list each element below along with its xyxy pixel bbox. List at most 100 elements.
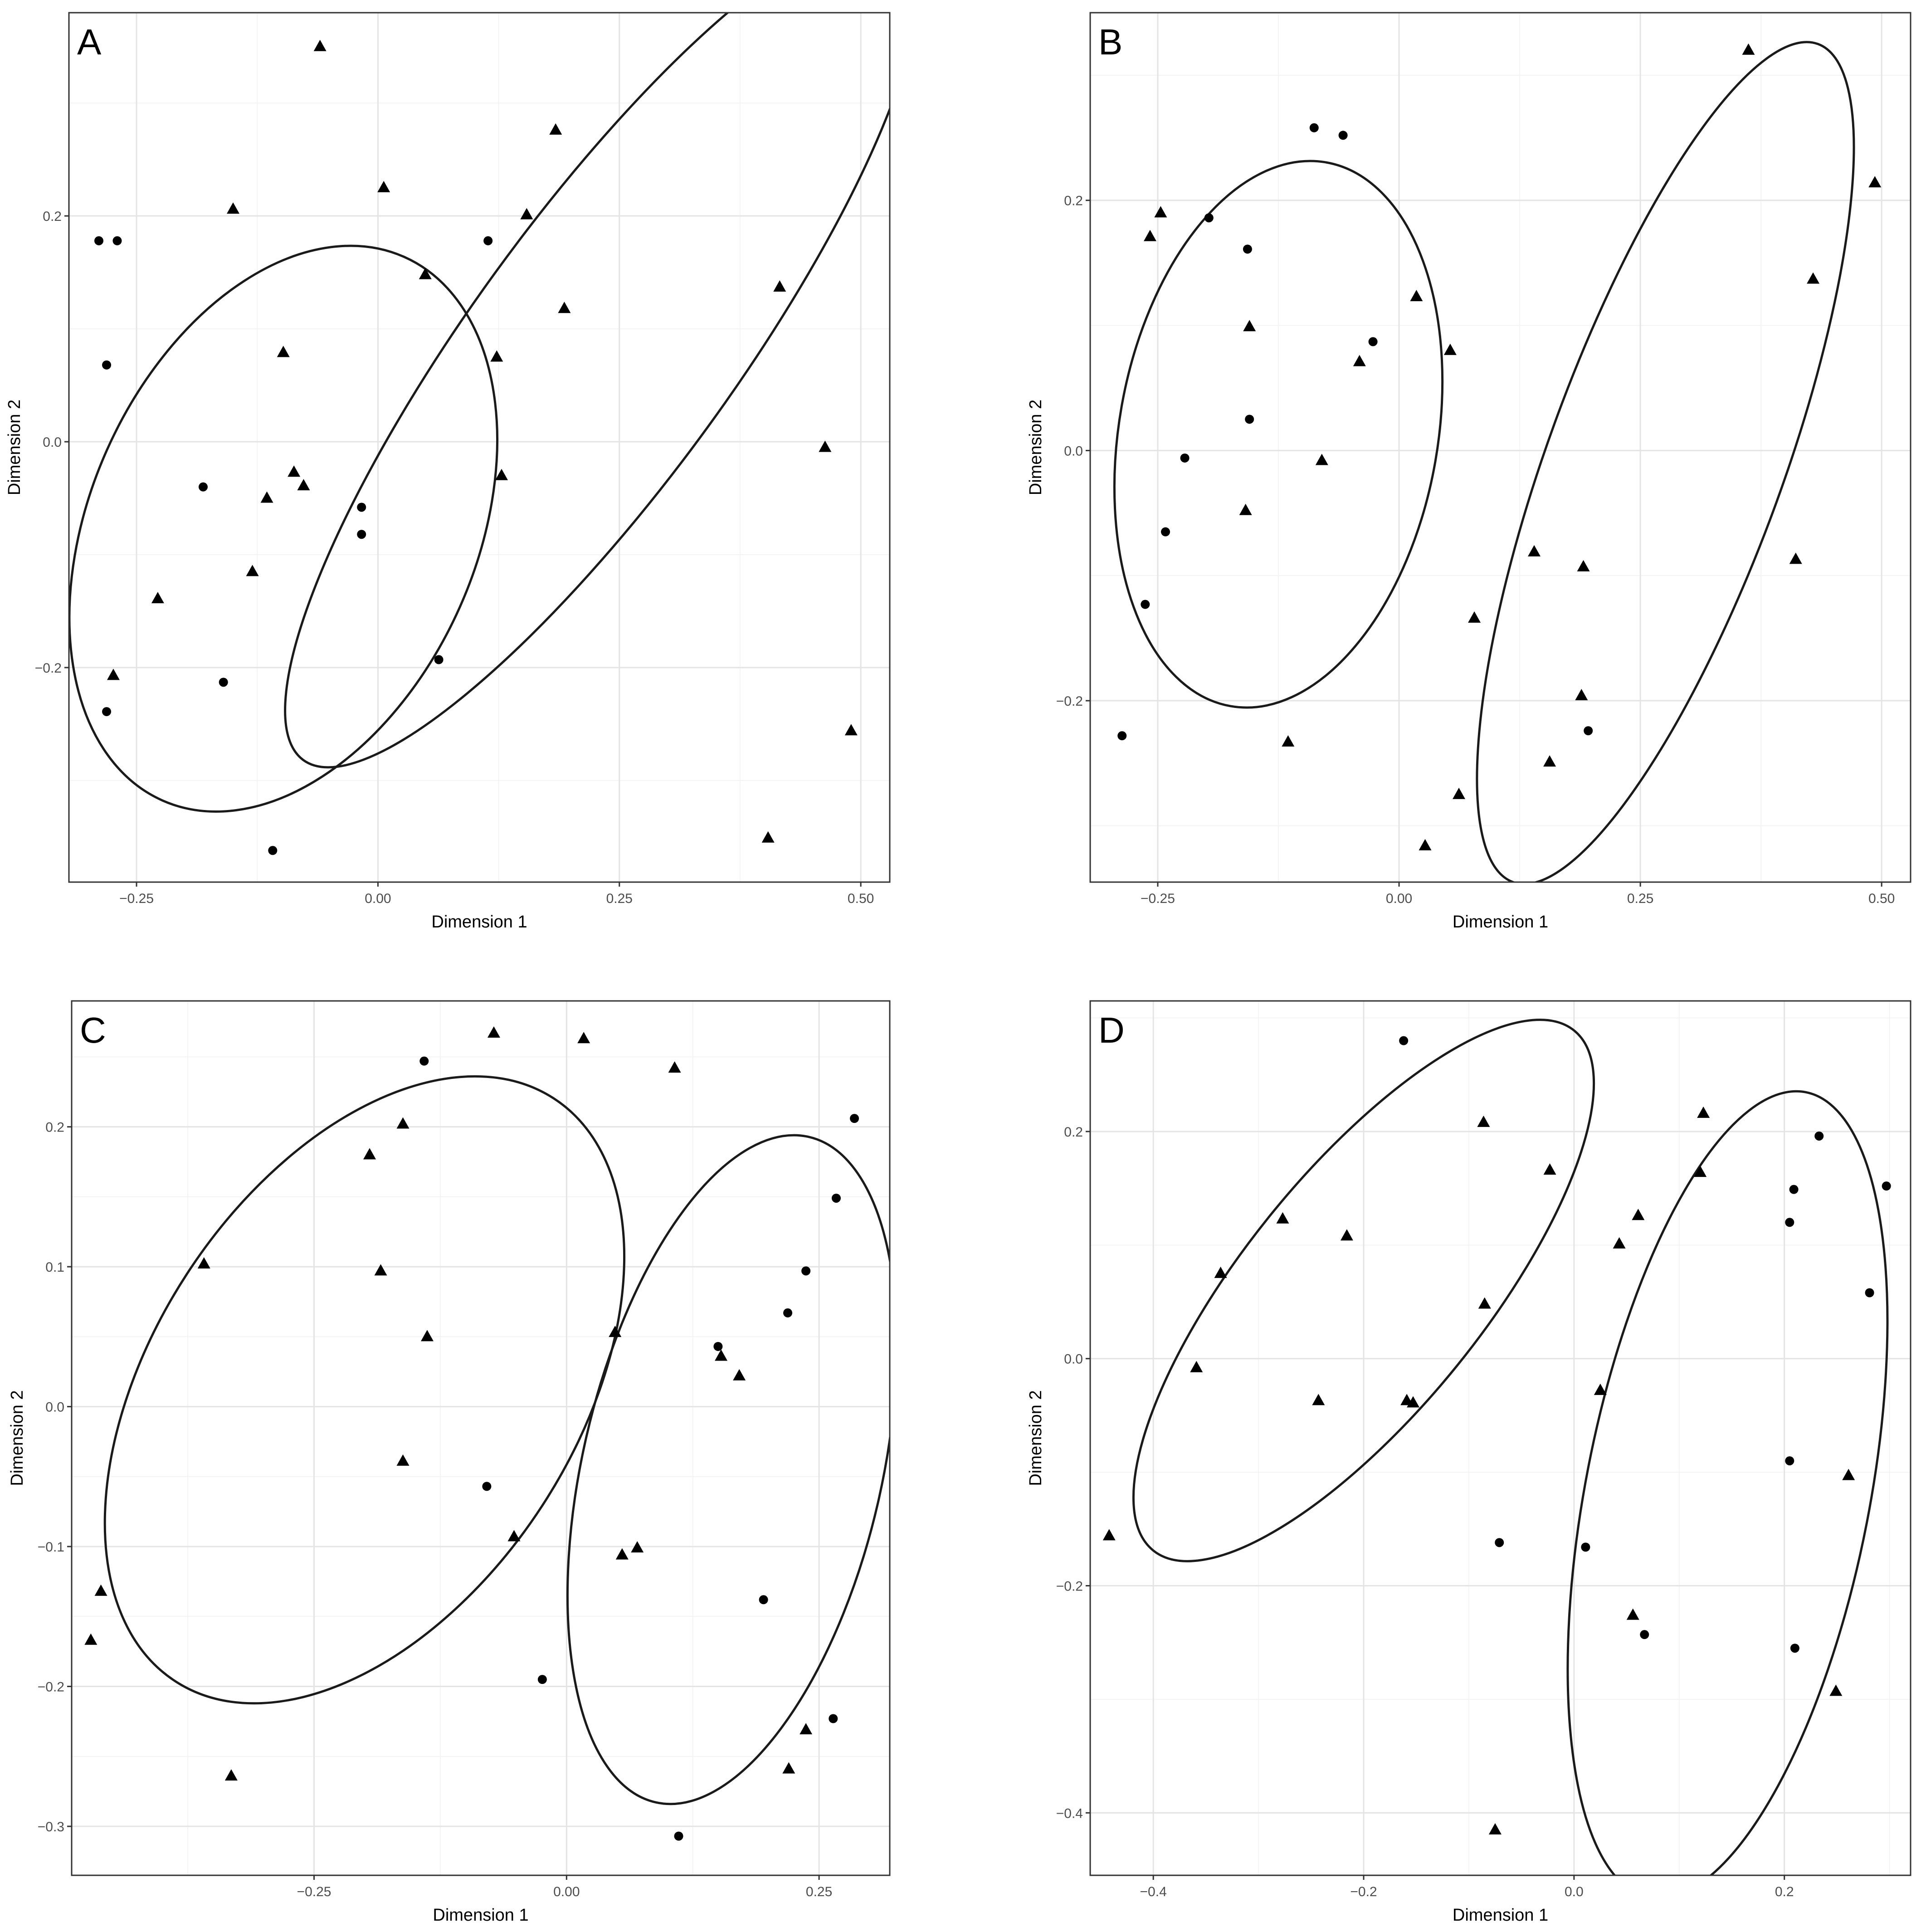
triangle-point [577,1032,590,1044]
y-tick-label: −0.2 [38,1680,64,1695]
confidence-ellipse-2 [1566,1090,1889,1875]
panel-c-y-axis-title: Dimension 2 [8,1390,27,1486]
circle-point [1204,213,1214,223]
circle-point [1309,123,1319,132]
triangle-point [668,1061,681,1073]
x-tick-label: 0.0 [1565,1884,1584,1899]
circle-point [1785,1218,1794,1227]
panel-d-grid [1090,1001,1911,1875]
triangle-point [1789,552,1802,564]
triangle-point [1613,1237,1626,1249]
triangle-point [1807,272,1820,284]
confidence-ellipse-2 [566,1134,890,1805]
triangle-point [1527,545,1541,556]
panel-c-ellipses [103,1075,890,1805]
y-tick-label: −0.2 [35,661,62,676]
triangle-point [246,565,259,576]
panel-a-points [94,39,858,855]
triangle-point [615,1548,629,1560]
circle-point [102,707,112,717]
panel-a-x-axis-title: Dimension 1 [431,912,527,932]
triangle-point [1419,839,1432,851]
triangle-point [549,123,562,135]
triangle-point [1452,787,1465,799]
circle-point [219,678,228,687]
circle-point [1368,337,1378,346]
circle-point [1640,1630,1649,1639]
triangle-point [1594,1383,1607,1395]
circle-point [829,1714,838,1723]
triangle-point [1276,1212,1289,1224]
y-tick-label: 0.1 [45,1260,64,1275]
x-tick-label: 0.50 [848,891,874,906]
x-tick-label: −0.25 [297,1884,332,1899]
x-tick-label: 0.00 [365,891,391,906]
confidence-ellipse-1 [1132,1019,1595,1562]
triangle-point [487,1026,500,1038]
circle-point [713,1342,723,1351]
triangle-point [800,1723,813,1735]
triangle-point [297,479,310,491]
circle-point [112,236,122,245]
circle-point [1338,131,1348,140]
triangle-point [1577,560,1590,571]
panel-d: D Dimension 1 Dimension 2 −0.4 −0.2 0.0 0.2… [1026,1000,1911,1925]
panel-c-x-axis-title: Dimension 1 [433,1906,528,1925]
circle-point [1180,453,1190,463]
y-tick-label: −0.2 [1056,1579,1083,1594]
x-tick-label: 0.50 [1868,891,1895,906]
triangle-point [761,831,775,843]
triangle-point [715,1349,728,1361]
triangle-point [1632,1209,1645,1220]
panel-d-points [1102,1036,1891,1834]
panel-d-ellipses [1132,1019,1889,1875]
panel-d-letter: D [1098,1010,1125,1050]
triangle-point [396,1454,410,1466]
panel-d-x-axis-title: Dimension 1 [1453,1906,1548,1925]
triangle-point [84,1633,98,1645]
circle-point [102,360,112,370]
triangle-point [819,440,832,452]
triangle-point [558,302,571,313]
triangle-point [1312,1394,1325,1405]
y-tick-label: −0.1 [38,1540,64,1555]
triangle-point [1829,1684,1843,1696]
triangle-point [288,465,301,477]
circle-point [537,1675,547,1684]
panel-b-letter: B [1098,22,1122,62]
circle-point [1882,1181,1891,1191]
circle-point [1790,1644,1799,1653]
circle-point [1785,1456,1794,1466]
circle-point [357,503,366,512]
triangle-point [1468,611,1481,623]
y-tick-label: 0.2 [1064,1125,1083,1140]
circle-point [1399,1036,1409,1045]
triangle-point [377,181,390,192]
triangle-point [1697,1106,1710,1118]
triangle-point [396,1117,410,1129]
triangle-point [1282,735,1295,747]
panel-c-border [71,1000,891,1876]
panel-b-x-axis-title: Dimension 1 [1453,912,1548,932]
triangle-point [1243,320,1256,332]
x-tick-label: 0.25 [606,891,633,906]
circle-point [357,530,366,539]
triangle-point [107,668,120,680]
panel-a-grid [69,13,890,882]
triangle-point [1154,206,1167,218]
triangle-point [227,202,239,214]
x-tick-label: 0.00 [553,1884,580,1899]
circle-point [482,1482,492,1491]
panel-c-points [84,1026,859,1841]
x-tick-label: 0.25 [1627,891,1653,906]
triangle-point [277,346,290,357]
triangle-point [1868,176,1882,188]
triangle-point [1575,689,1588,701]
triangle-point [94,1584,107,1596]
circle-point [759,1595,768,1605]
circle-point [434,655,444,664]
panel-a-y-axis-title: Dimension 2 [5,400,24,495]
triangle-point [197,1257,210,1268]
panel-a-border [68,12,891,883]
circle-point [1141,600,1150,609]
